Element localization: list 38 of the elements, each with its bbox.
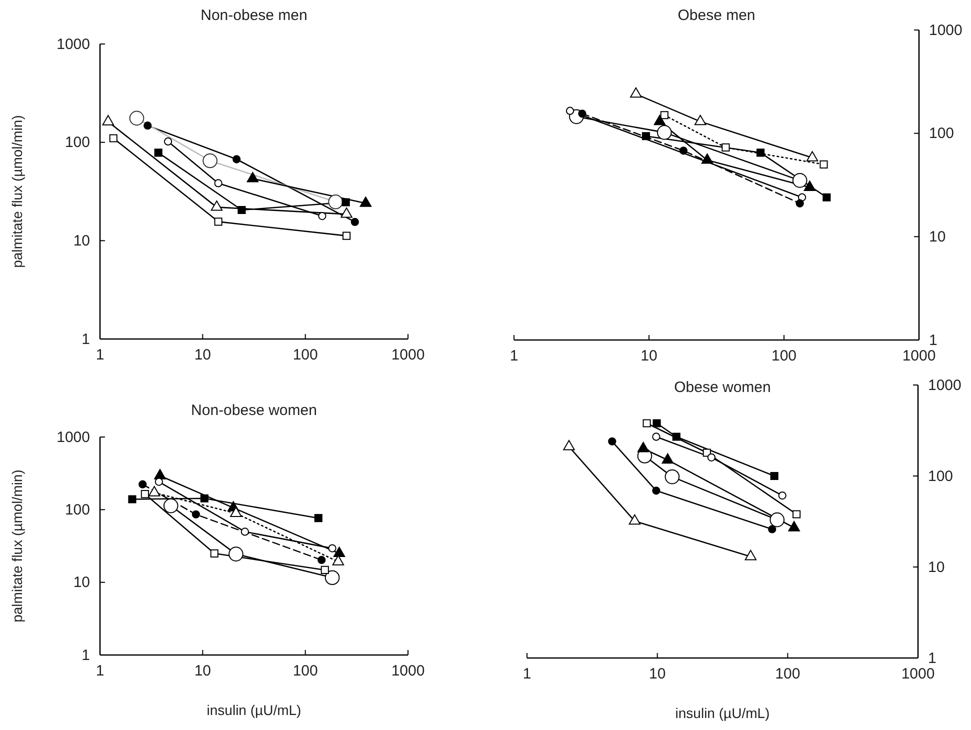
y-tick-label: 100 (928, 468, 954, 485)
y-tick-label: 1 (82, 646, 90, 664)
chart-title: Obese women (674, 379, 771, 396)
x-axis-title: insulin (µU/mL) (206, 702, 302, 718)
x-tick-label: 100 (771, 348, 797, 365)
y-tick-label: 10 (73, 232, 90, 250)
y-axis-title: palmitate flux (µmol/min) (9, 115, 25, 268)
x-tick-label: 1000 (391, 662, 425, 680)
y-tick-label: 100 (64, 501, 90, 518)
y-tick-label: 1000 (56, 36, 90, 53)
chart-title: Non-obese men (200, 7, 308, 24)
x-tick-label: 1000 (391, 346, 425, 364)
y-tick-label: 10 (73, 574, 90, 592)
y-tick-label: 10 (929, 228, 946, 246)
y-tick-label: 10 (928, 558, 945, 576)
y-tick-label: 1 (82, 330, 90, 348)
y-tick-label: 1 (928, 650, 936, 667)
y-tick-label: 100 (64, 134, 90, 152)
chart-title: Obese men (678, 7, 756, 24)
x-tick-label: 10 (640, 348, 658, 365)
x-tick-label: 1 (96, 662, 104, 680)
y-tick-label: 1 (929, 332, 938, 349)
chart-title: Non-obese women (191, 402, 317, 419)
x-tick-label: 1 (510, 348, 518, 365)
x-tick-label: 1 (522, 666, 532, 683)
y-axis-title: palmitate flux (µmol/min) (9, 470, 25, 622)
x-axis-title: insulin (µU/mL) (675, 705, 770, 721)
x-tick-label: 1 (96, 346, 104, 364)
y-tick-label: 1000 (928, 376, 962, 394)
x-tick-label: 10 (194, 346, 212, 364)
x-tick-label: 10 (648, 666, 666, 683)
x-tick-label: 100 (292, 346, 318, 364)
y-tick-label: 1000 (929, 22, 962, 39)
x-tick-label: 100 (292, 662, 318, 680)
y-tick-label: 1000 (56, 428, 90, 446)
y-tick-label: 100 (929, 125, 954, 142)
x-tick-label: 10 (194, 662, 212, 680)
x-tick-label: 100 (775, 666, 800, 683)
